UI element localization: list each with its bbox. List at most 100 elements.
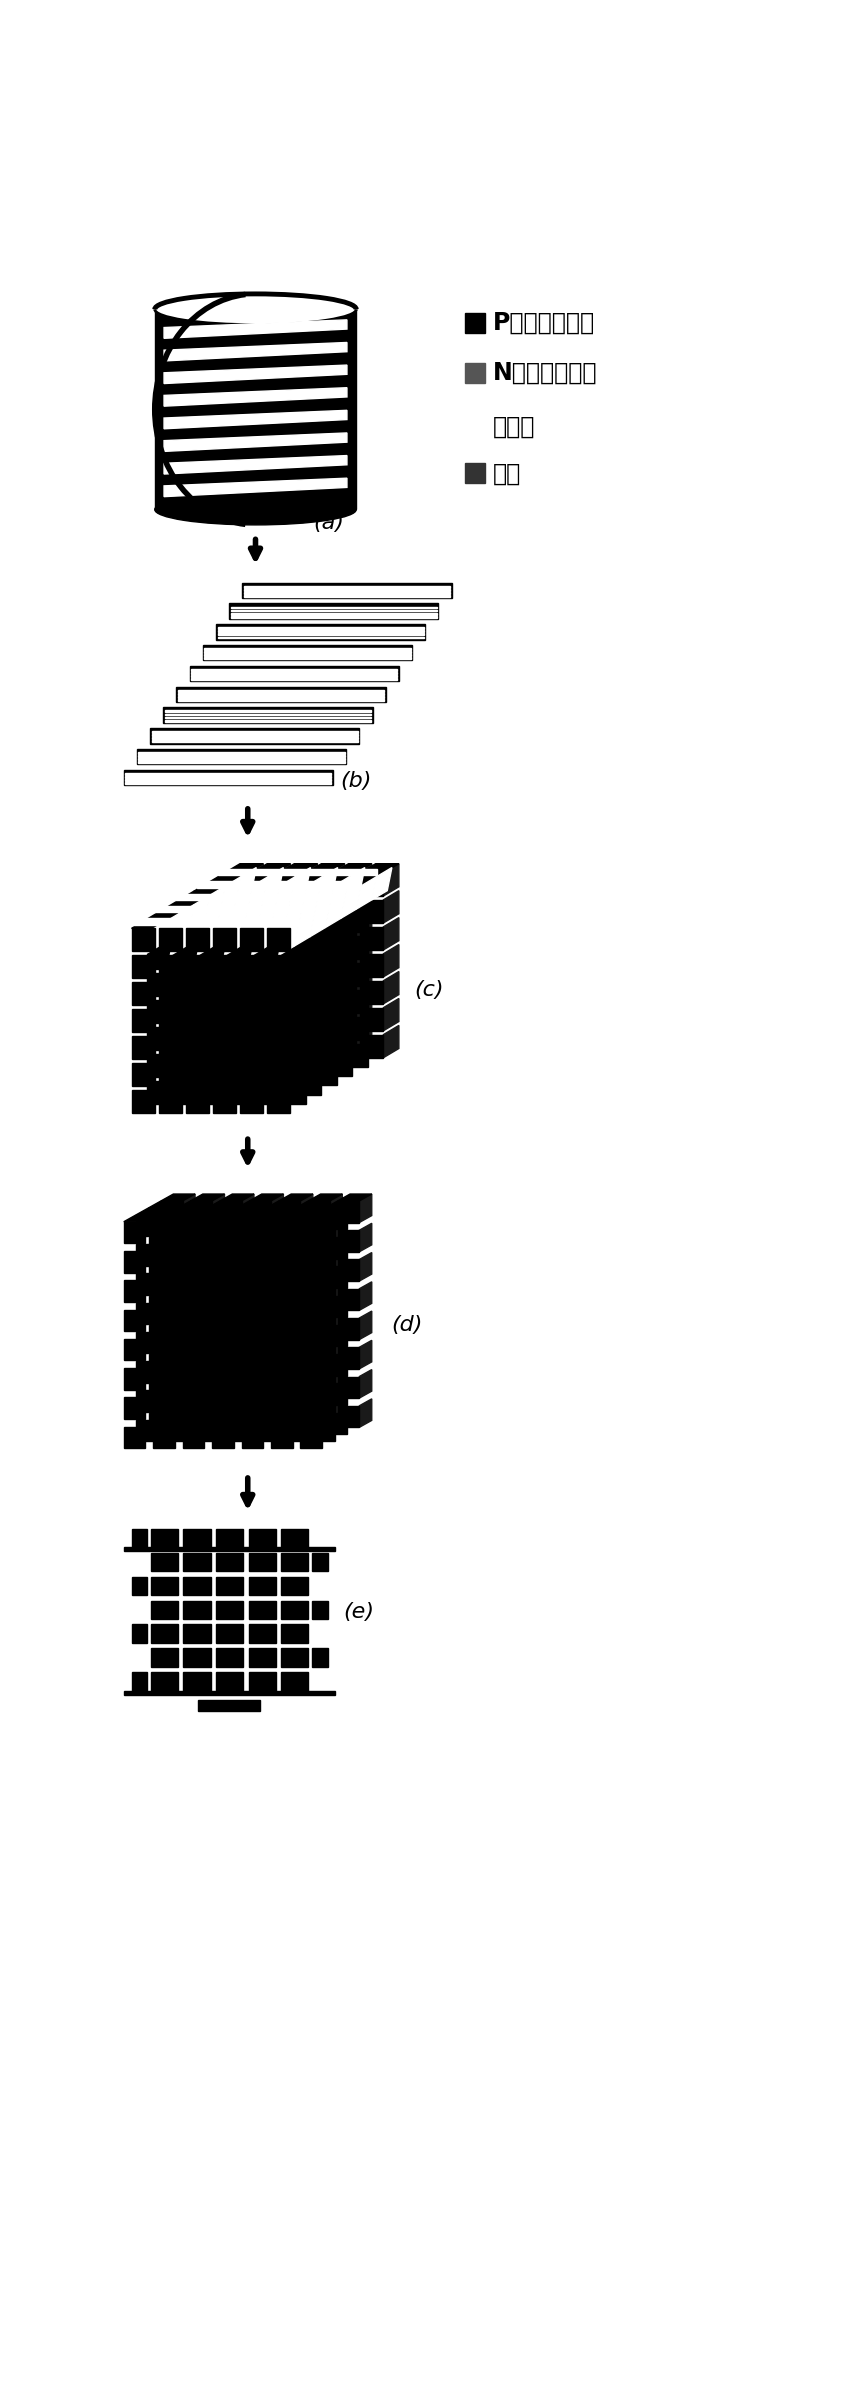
Bar (163, 990, 185, 1014)
Polygon shape (197, 882, 355, 887)
Bar (287, 983, 310, 1004)
Bar (249, 1348, 271, 1369)
Polygon shape (224, 1207, 259, 1214)
Bar (306, 1035, 329, 1057)
Bar (124, 1221, 145, 1243)
Bar (132, 1064, 155, 1085)
Bar (267, 1090, 290, 1114)
Bar (224, 1214, 246, 1235)
Polygon shape (359, 1400, 372, 1426)
Polygon shape (244, 902, 282, 911)
Bar (177, 687, 385, 701)
Bar (149, 1326, 171, 1348)
Bar (124, 1548, 335, 1550)
Bar (306, 899, 329, 923)
Bar (287, 902, 310, 923)
Bar (174, 1054, 197, 1078)
Bar (178, 983, 201, 1004)
Bar (249, 1405, 271, 1426)
Polygon shape (178, 1202, 212, 1207)
Bar (132, 1624, 147, 1643)
Polygon shape (205, 887, 225, 918)
Polygon shape (244, 894, 264, 928)
Polygon shape (212, 1312, 224, 1340)
Polygon shape (282, 904, 303, 937)
Polygon shape (242, 1400, 254, 1426)
Polygon shape (183, 1312, 195, 1340)
Bar (224, 1302, 246, 1324)
Bar (255, 973, 279, 997)
Bar (124, 1369, 145, 1390)
Bar (150, 727, 359, 744)
Bar (298, 911, 321, 933)
Bar (313, 902, 337, 923)
Bar (178, 1326, 200, 1348)
Polygon shape (384, 971, 399, 1004)
Polygon shape (356, 878, 377, 909)
Bar (236, 964, 260, 985)
Bar (216, 964, 240, 987)
Polygon shape (298, 894, 319, 928)
Bar (209, 1016, 232, 1040)
Bar (248, 1054, 271, 1076)
Text: P型半导体材料: P型半导体材料 (493, 310, 595, 336)
Bar (178, 1295, 200, 1317)
Polygon shape (326, 1202, 359, 1207)
Bar (338, 1259, 359, 1281)
Polygon shape (213, 918, 252, 928)
Bar (136, 1419, 158, 1441)
Polygon shape (271, 894, 291, 928)
Bar (345, 1045, 368, 1066)
Bar (275, 973, 298, 995)
Bar (190, 911, 213, 933)
Bar (232, 954, 255, 978)
Bar (237, 1295, 259, 1317)
Bar (248, 999, 271, 1023)
Bar (260, 1035, 282, 1059)
Polygon shape (218, 868, 378, 875)
Bar (190, 665, 399, 682)
Bar (308, 1202, 330, 1224)
Polygon shape (165, 1207, 200, 1214)
Bar (252, 980, 275, 1004)
Bar (195, 1302, 216, 1324)
Bar (136, 1390, 158, 1412)
Bar (242, 1369, 263, 1390)
Bar (208, 1383, 229, 1405)
Bar (163, 964, 185, 987)
Bar (183, 1252, 204, 1274)
Bar (290, 1045, 313, 1066)
Polygon shape (275, 890, 290, 923)
Bar (193, 1054, 216, 1076)
Polygon shape (330, 1281, 342, 1309)
Bar (205, 902, 229, 923)
Bar (290, 882, 313, 906)
Bar (220, 1405, 242, 1426)
Bar (224, 1390, 246, 1412)
Bar (267, 1266, 288, 1288)
Bar (281, 1529, 308, 1548)
Polygon shape (229, 904, 249, 937)
Polygon shape (216, 902, 255, 911)
Bar (302, 1026, 326, 1049)
Polygon shape (248, 882, 287, 892)
Polygon shape (171, 923, 191, 956)
Bar (149, 1238, 171, 1259)
Bar (220, 1259, 242, 1281)
Bar (248, 973, 271, 995)
Bar (224, 1362, 246, 1383)
Bar (136, 1214, 158, 1235)
Bar (249, 1288, 271, 1309)
Polygon shape (220, 1195, 254, 1202)
Bar (221, 918, 244, 942)
Bar (329, 918, 352, 942)
Polygon shape (301, 1224, 313, 1252)
Polygon shape (275, 971, 290, 1004)
Bar (237, 1207, 259, 1228)
Polygon shape (356, 944, 372, 978)
Bar (158, 1035, 182, 1059)
Polygon shape (190, 894, 210, 928)
Bar (229, 1054, 252, 1078)
Bar (161, 1288, 183, 1309)
Bar (267, 1064, 290, 1085)
